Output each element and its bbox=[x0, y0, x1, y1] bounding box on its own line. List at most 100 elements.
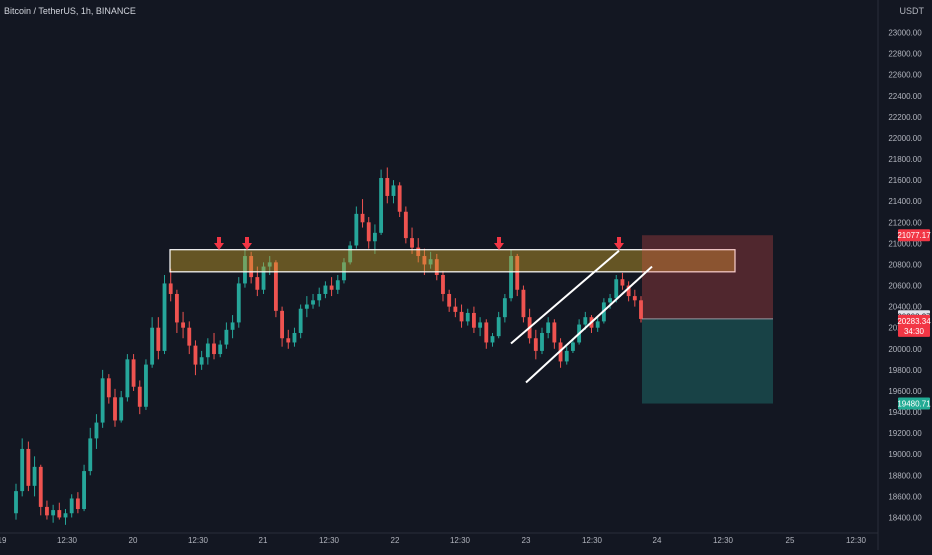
stop-loss-zone bbox=[642, 235, 773, 319]
y-tick-label: 19200.00 bbox=[888, 429, 922, 438]
y-tick-label: 22600.00 bbox=[888, 71, 922, 80]
svg-text:20283.34: 20283.34 bbox=[897, 317, 931, 326]
down-arrow-icon bbox=[494, 237, 504, 250]
candle-body bbox=[540, 332, 544, 351]
candle-body bbox=[614, 279, 619, 299]
y-tick-label: 20400.00 bbox=[888, 303, 922, 312]
candle-body bbox=[119, 397, 124, 421]
candle-body bbox=[348, 245, 353, 263]
y-tick-label: 19400.00 bbox=[888, 408, 922, 417]
candle-body bbox=[280, 310, 285, 339]
resistance-zone bbox=[169, 249, 736, 273]
candle-body bbox=[51, 510, 56, 516]
candle-body bbox=[372, 232, 377, 242]
y-tick-label: 18400.00 bbox=[888, 513, 922, 522]
y-tick-label: 21600.00 bbox=[888, 176, 922, 185]
candle-body bbox=[150, 327, 155, 365]
y-tick-label: 22000.00 bbox=[888, 134, 922, 143]
stop-price-label: 21077.17 bbox=[897, 229, 931, 242]
candle-body bbox=[57, 510, 62, 518]
down-arrow-icon bbox=[242, 237, 252, 250]
candle-body bbox=[144, 364, 148, 407]
candle-body bbox=[608, 298, 612, 303]
x-tick-label: 12:30 bbox=[846, 536, 867, 545]
candle-body bbox=[571, 342, 575, 351]
candle-body bbox=[410, 238, 414, 248]
y-tick-label: 18800.00 bbox=[888, 471, 922, 480]
candles-group bbox=[14, 167, 643, 525]
candle-body bbox=[484, 322, 489, 343]
candle-body bbox=[94, 422, 99, 439]
candle-body bbox=[428, 259, 433, 265]
candle-body bbox=[113, 397, 117, 421]
candle-body bbox=[317, 293, 322, 301]
candle-body bbox=[391, 185, 396, 196]
candle-body bbox=[552, 322, 557, 343]
candle-body bbox=[472, 312, 476, 328]
candle-body bbox=[100, 378, 105, 423]
x-tick-label: 12:30 bbox=[450, 536, 471, 545]
candle-body bbox=[465, 312, 470, 322]
candle-body bbox=[156, 327, 161, 351]
candle-body bbox=[521, 289, 526, 318]
candle-body bbox=[26, 448, 31, 486]
candle-body bbox=[632, 296, 637, 301]
y-tick-label: 19000.00 bbox=[888, 450, 922, 459]
candle-body bbox=[131, 359, 136, 387]
y-tick-label: 19600.00 bbox=[888, 387, 922, 396]
candle-body bbox=[218, 344, 223, 355]
down-arrow-icon bbox=[214, 237, 224, 250]
channel-upper-line bbox=[510, 249, 620, 345]
x-tick-label: 24 bbox=[653, 536, 662, 545]
candle-body bbox=[69, 498, 74, 514]
channel-lower-line bbox=[525, 265, 653, 384]
candle-body bbox=[397, 185, 402, 212]
x-tick-label: 23 bbox=[522, 536, 531, 545]
candle-body bbox=[379, 178, 384, 233]
y-tick-label: 22200.00 bbox=[888, 113, 922, 122]
candle-body bbox=[125, 359, 130, 398]
x-tick-label: 21 bbox=[259, 536, 268, 545]
candle-body bbox=[181, 322, 185, 328]
candle-body bbox=[311, 300, 315, 305]
candle-body bbox=[88, 438, 93, 472]
candle-body bbox=[193, 345, 198, 365]
candle-body bbox=[335, 280, 340, 290]
candle-body bbox=[38, 466, 43, 507]
candle-body bbox=[620, 279, 625, 286]
candle-body bbox=[459, 311, 464, 322]
candle-body bbox=[453, 306, 458, 312]
candle-body bbox=[496, 317, 501, 337]
x-tick-label: 20 bbox=[129, 536, 138, 545]
candle-body bbox=[515, 256, 520, 290]
candle-body bbox=[255, 277, 260, 290]
candle-body bbox=[385, 178, 390, 196]
candle-body bbox=[564, 350, 569, 362]
x-tick-label: 19 bbox=[0, 536, 7, 545]
candle-body bbox=[490, 336, 495, 343]
svg-text:21077.17: 21077.17 bbox=[897, 231, 931, 240]
svg-text:19480.71: 19480.71 bbox=[897, 400, 931, 409]
candle-body bbox=[595, 321, 600, 328]
candle-body bbox=[137, 386, 142, 407]
y-tick-label: 21000.00 bbox=[888, 239, 922, 248]
candle-body bbox=[168, 283, 173, 294]
y-tick-label: 20800.00 bbox=[888, 260, 922, 269]
candle-body bbox=[230, 322, 235, 330]
candle-body bbox=[63, 513, 68, 518]
y-tick-label: 22800.00 bbox=[888, 50, 922, 59]
candle-body bbox=[304, 304, 309, 309]
candle-body bbox=[174, 293, 179, 323]
candle-body bbox=[273, 262, 278, 311]
candle-body bbox=[45, 506, 49, 516]
candle-body bbox=[236, 283, 241, 323]
candle-body bbox=[533, 338, 538, 351]
candle-body bbox=[82, 471, 86, 510]
candle-body bbox=[583, 317, 588, 325]
candle-body bbox=[243, 256, 247, 284]
candle-body bbox=[20, 448, 25, 492]
y-tick-label: 18600.00 bbox=[888, 492, 922, 501]
x-tick-label: 12:30 bbox=[319, 536, 340, 545]
